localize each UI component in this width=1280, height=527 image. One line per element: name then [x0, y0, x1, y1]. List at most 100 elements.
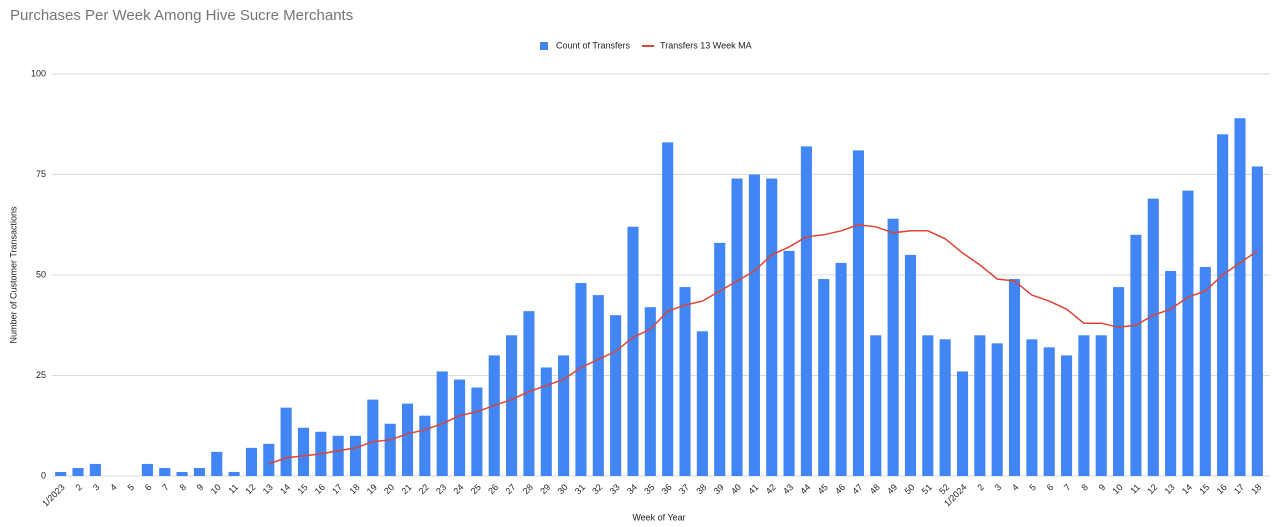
x-tick-label: 25 — [469, 482, 483, 496]
x-tick-label: 11 — [1128, 482, 1142, 496]
x-tick-label: 51 — [920, 482, 934, 496]
bar — [922, 335, 934, 476]
x-tick-label: 10 — [209, 482, 223, 496]
x-tick-label: 31 — [573, 482, 587, 496]
bar — [141, 463, 153, 476]
y-tick-label: 50 — [36, 269, 46, 279]
x-tick-label: 17 — [1232, 482, 1246, 496]
x-tick-label: 9 — [1097, 482, 1108, 493]
x-tick-label: 24 — [451, 482, 465, 496]
bar — [523, 311, 535, 476]
x-tick-label: 48 — [868, 482, 882, 496]
x-tick-label: 17 — [330, 482, 344, 496]
bar — [228, 471, 240, 476]
x-tick-label: 38 — [694, 482, 708, 496]
x-tick-label: 12 — [1145, 482, 1159, 496]
x-tick-label: 22 — [417, 482, 431, 496]
bar — [644, 307, 656, 476]
x-tick-label: 33 — [608, 482, 622, 496]
bar — [592, 295, 604, 476]
x-tick-label: 15 — [1197, 482, 1211, 496]
chart-title: Purchases Per Week Among Hive Sucre Merc… — [10, 7, 353, 24]
bar — [211, 451, 223, 476]
legend-label: Count of Transfers — [556, 40, 631, 50]
bar — [419, 415, 431, 476]
x-tick-label: 13 — [1163, 482, 1177, 496]
x-tick-label: 29 — [538, 482, 552, 496]
bar — [939, 339, 951, 476]
bar — [1182, 190, 1194, 476]
x-tick-label: 30 — [556, 482, 570, 496]
x-tick-label: 19 — [365, 482, 379, 496]
x-tick-label: 28 — [521, 482, 535, 496]
x-tick-label: 16 — [313, 482, 327, 496]
bar — [193, 467, 205, 476]
bar — [766, 178, 778, 476]
bar — [610, 315, 622, 476]
bar — [245, 447, 257, 476]
x-tick-label: 16 — [1215, 482, 1229, 496]
bar — [800, 146, 812, 477]
y-tick-label: 100 — [31, 68, 46, 78]
bar — [887, 218, 899, 476]
bar — [991, 343, 1003, 476]
bar — [1234, 118, 1246, 476]
bar — [1078, 335, 1090, 476]
x-tick-label: 15 — [295, 482, 309, 496]
bar — [1147, 198, 1159, 476]
bar — [367, 399, 379, 476]
x-tick-label: 26 — [486, 482, 500, 496]
x-tick-label: 9 — [195, 482, 206, 493]
x-tick-label: 1/2023 — [40, 482, 67, 509]
bar — [384, 423, 396, 476]
x-tick-label: 44 — [798, 482, 812, 496]
x-tick-label: 36 — [660, 482, 674, 496]
x-tick-label: 2 — [73, 482, 84, 493]
bar — [506, 335, 518, 476]
bar — [818, 279, 830, 476]
x-tick-label: 10 — [1111, 482, 1125, 496]
x-tick-label: 8 — [1079, 482, 1090, 493]
y-tick-label: 25 — [36, 370, 46, 380]
x-tick-label: 11 — [227, 482, 241, 496]
bar — [731, 178, 743, 476]
bar — [72, 467, 84, 476]
bar — [89, 463, 101, 476]
bar — [297, 427, 310, 476]
x-tick-label: 49 — [885, 482, 899, 496]
x-tick-label: 21 — [399, 482, 413, 496]
x-tick-label: 27 — [504, 482, 518, 496]
x-tick-label: 7 — [160, 482, 171, 493]
x-axis-label: Week of Year — [632, 512, 685, 522]
bar — [679, 287, 691, 476]
bar — [558, 355, 570, 476]
bar — [696, 331, 708, 476]
x-tick-label: 13 — [261, 482, 275, 496]
bar — [1251, 166, 1263, 476]
bar — [540, 367, 552, 476]
x-tick-label: 14 — [278, 482, 292, 496]
bar — [1113, 287, 1125, 476]
bar — [263, 443, 275, 476]
bar — [454, 379, 466, 476]
y-axis-label: Number of Customer Transactions — [8, 206, 18, 344]
bar — [1130, 234, 1142, 476]
x-tick-label: 14 — [1180, 482, 1194, 496]
x-tick-label: 18 — [347, 482, 361, 496]
legend-label: Transfers 13 Week MA — [660, 40, 752, 50]
bar — [662, 142, 674, 476]
bar — [1008, 279, 1021, 476]
bar — [401, 403, 414, 476]
x-tick-label: 41 — [746, 482, 760, 496]
bar — [159, 467, 171, 476]
bar — [55, 471, 67, 476]
x-tick-label: 7 — [1062, 482, 1073, 493]
x-tick-label: 5 — [1027, 482, 1038, 493]
x-tick-label: 50 — [902, 482, 916, 496]
x-tick-label: 20 — [382, 482, 396, 496]
bar — [176, 471, 188, 476]
bar — [852, 150, 864, 476]
bar — [956, 371, 969, 476]
x-tick-label: 46 — [833, 482, 847, 496]
